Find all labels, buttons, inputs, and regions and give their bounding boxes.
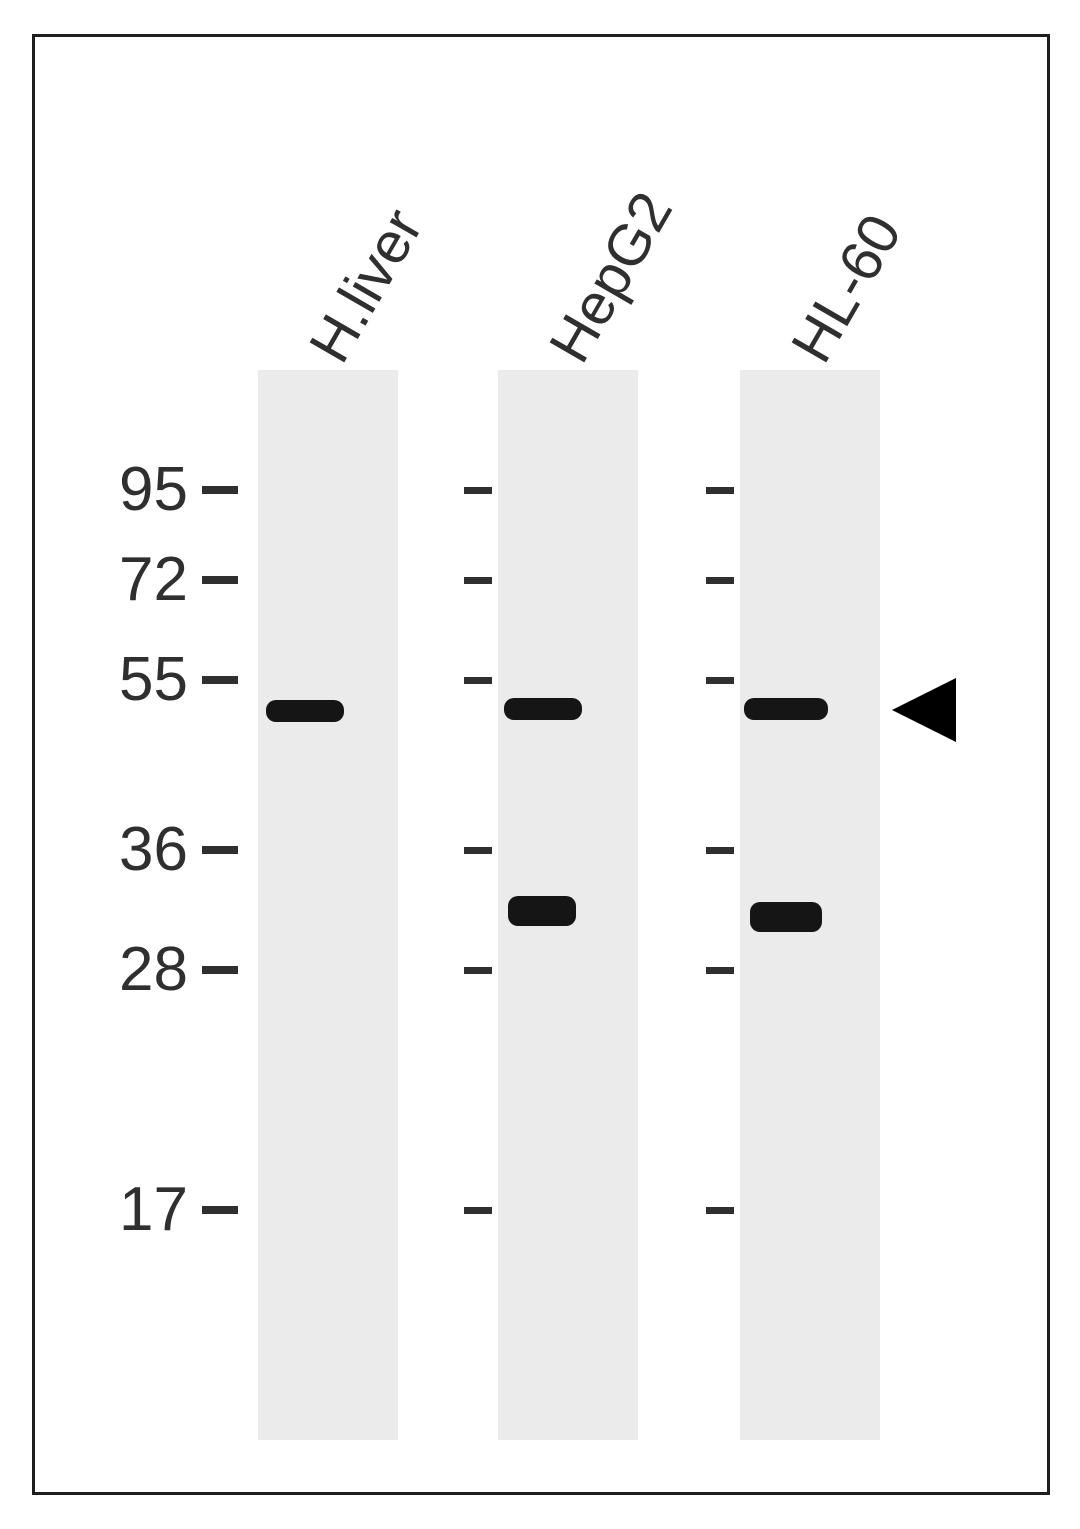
protein-band <box>266 700 344 722</box>
lane-mw-tick <box>706 677 734 684</box>
lane-mw-tick <box>464 967 492 974</box>
mw-label: 17 <box>68 1174 188 1245</box>
mw-label: 28 <box>68 934 188 1005</box>
mw-label: 55 <box>68 644 188 715</box>
protein-band <box>750 902 822 932</box>
mw-tick <box>202 576 238 584</box>
lane-mw-tick <box>706 847 734 854</box>
lane-mw-tick <box>706 1207 734 1214</box>
mw-tick <box>202 1206 238 1214</box>
mw-label: 72 <box>68 544 188 615</box>
protein-band <box>744 698 828 720</box>
lane-mw-tick <box>464 677 492 684</box>
lane-mw-tick <box>464 577 492 584</box>
lane-mw-tick <box>464 1207 492 1214</box>
lane-mw-tick <box>706 577 734 584</box>
blot-lane <box>258 370 398 1440</box>
lane-mw-tick <box>464 847 492 854</box>
lane-mw-tick <box>706 967 734 974</box>
mw-tick <box>202 966 238 974</box>
protein-band <box>508 896 576 926</box>
mw-tick <box>202 846 238 854</box>
protein-band <box>504 698 582 720</box>
mw-tick <box>202 676 238 684</box>
lane-mw-tick <box>464 487 492 494</box>
mw-tick <box>202 486 238 494</box>
mw-label: 36 <box>68 814 188 885</box>
lane-mw-tick <box>706 487 734 494</box>
mw-label: 95 <box>68 454 188 525</box>
target-band-arrow-icon <box>892 678 956 742</box>
